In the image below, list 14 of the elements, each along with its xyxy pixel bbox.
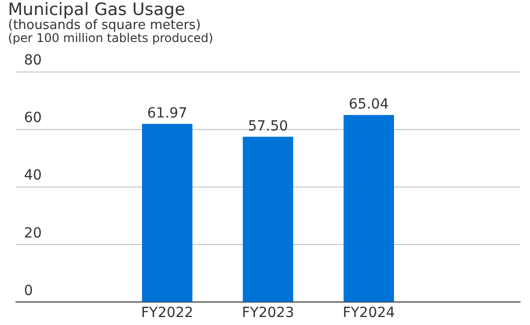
y-tick-label: 0 [24,282,33,299]
text: (per 100 million tablets produced) [8,31,214,45]
y-tick-label: 20 [24,225,42,242]
chart-subtitle: (thousands of square meters) [8,18,201,33]
x-tick-label: FY2024 [342,305,396,322]
data-label: 65.04 [348,96,389,113]
y-tick-label: 40 [24,168,42,184]
x-tick-label: FY2022 [141,305,194,322]
data-label: 61.97 [147,106,188,122]
y-tick-label: 80 [24,52,42,69]
y-tick-label: 60 [24,110,42,126]
data-label: 57.50 [248,118,288,134]
chart-title: Municipal Gas Usage [8,0,186,20]
x-tick-label: FY2023 [242,305,294,322]
